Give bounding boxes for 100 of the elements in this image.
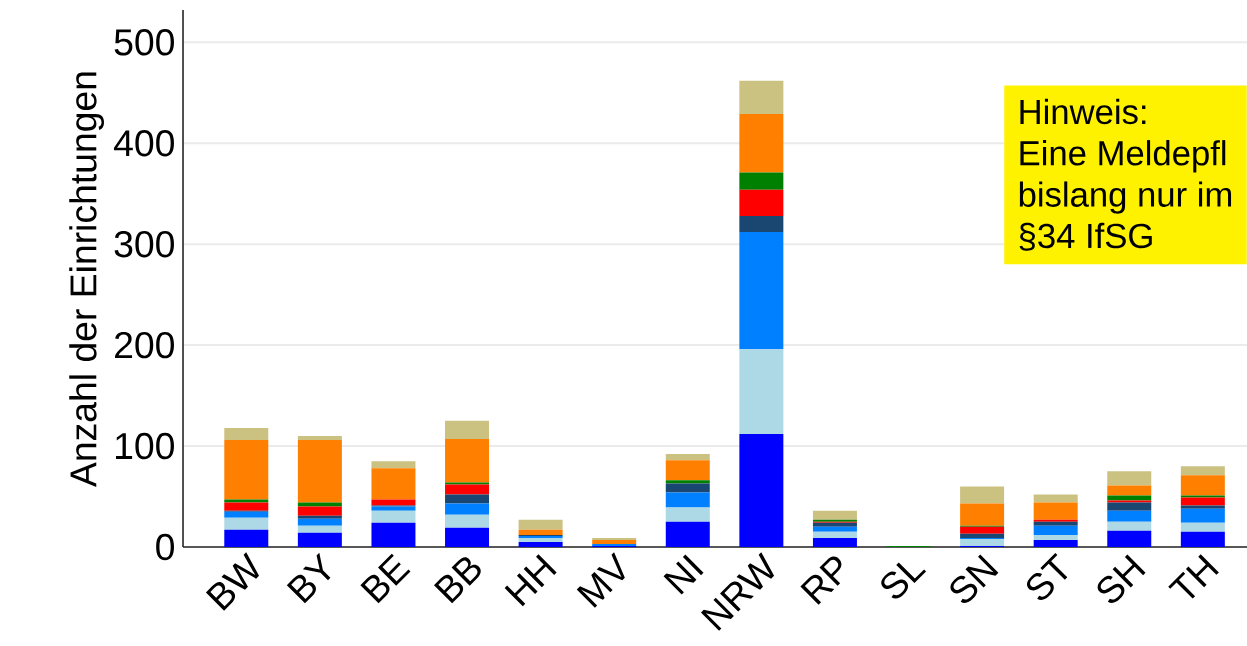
bar xyxy=(665,507,710,522)
bar xyxy=(1033,539,1078,547)
y-tick-label: 300 xyxy=(114,230,174,258)
bar xyxy=(1180,505,1225,509)
bar xyxy=(1107,502,1152,511)
bar xyxy=(665,460,710,481)
bar xyxy=(1107,471,1152,486)
x-tick-label: BY xyxy=(286,552,331,604)
bar xyxy=(739,172,784,190)
bar xyxy=(518,541,563,547)
bar xyxy=(297,502,342,507)
bar xyxy=(1033,494,1078,503)
y-axis-title: Anzahl der Einrichtungen xyxy=(69,72,104,487)
bar xyxy=(739,189,784,216)
bar xyxy=(1180,522,1225,532)
x-tick-label: BE xyxy=(360,553,411,604)
bar xyxy=(812,522,857,527)
bar xyxy=(1107,530,1152,547)
bar xyxy=(297,439,342,503)
bar xyxy=(1033,519,1078,522)
bar xyxy=(665,521,710,547)
bar xyxy=(812,531,857,538)
bar xyxy=(371,506,416,511)
bar xyxy=(1107,485,1152,496)
bar xyxy=(297,532,342,547)
bar xyxy=(960,538,1005,546)
x-tick-label: SL xyxy=(881,562,927,599)
bar xyxy=(739,113,784,173)
bar xyxy=(445,503,490,515)
bar xyxy=(1107,495,1152,501)
bar xyxy=(297,525,342,533)
bar xyxy=(371,499,416,506)
bar xyxy=(1180,495,1225,498)
bar xyxy=(960,526,1005,534)
bar xyxy=(665,454,710,461)
bar xyxy=(739,215,784,233)
bar xyxy=(445,484,490,495)
bar xyxy=(518,537,563,542)
annotation: bislang nur im xyxy=(1019,181,1232,214)
bar xyxy=(297,435,342,440)
bar xyxy=(1107,521,1152,531)
bar xyxy=(665,480,710,484)
y-tick-label: 0 xyxy=(156,533,174,561)
bar xyxy=(371,468,416,500)
bar xyxy=(1180,508,1225,523)
x-tick-label: HH xyxy=(504,554,557,607)
bar xyxy=(445,438,490,483)
y-tick-label: 400 xyxy=(114,130,174,157)
bar xyxy=(371,510,416,523)
bar xyxy=(224,529,269,547)
x-tick-label: BW xyxy=(205,552,259,611)
bar xyxy=(1033,502,1078,520)
bar xyxy=(739,232,784,350)
bar xyxy=(297,518,342,526)
bar xyxy=(1180,475,1225,496)
bar xyxy=(665,492,710,508)
annotation: Eine Meldepfl xyxy=(1020,140,1226,173)
x-tick-label: MV xyxy=(576,552,625,608)
bar xyxy=(739,349,784,434)
bar xyxy=(1107,510,1152,522)
annotation: Hinweis: xyxy=(1020,98,1146,125)
bar xyxy=(371,522,416,547)
bar xyxy=(739,80,784,114)
x-tick-label: TH xyxy=(1168,554,1219,599)
bar xyxy=(592,539,637,544)
bar xyxy=(1180,466,1225,476)
bar xyxy=(224,427,269,440)
bar xyxy=(518,529,563,535)
bar xyxy=(445,494,490,504)
bar xyxy=(518,519,563,530)
bar xyxy=(1180,531,1225,547)
bar xyxy=(224,502,269,511)
bar xyxy=(445,482,490,485)
x-tick-label: RP xyxy=(800,556,842,605)
bar xyxy=(592,537,637,540)
x-tick-label: SH xyxy=(1097,554,1146,603)
bar xyxy=(445,420,490,439)
bar xyxy=(1033,525,1078,535)
bar xyxy=(1180,497,1225,506)
bar xyxy=(812,526,857,532)
x-tick-label: SN xyxy=(950,554,999,603)
bar xyxy=(739,433,784,547)
bar xyxy=(960,486,1005,504)
bar xyxy=(960,503,1005,526)
annotation: §34 IfSG xyxy=(1019,222,1152,251)
bar xyxy=(297,506,342,516)
x-tick-label: BB xyxy=(433,557,481,604)
bar xyxy=(1033,521,1078,526)
bar xyxy=(445,527,490,547)
y-tick-label: 200 xyxy=(115,331,174,359)
bar xyxy=(1033,534,1078,540)
bar xyxy=(224,439,269,500)
bar xyxy=(224,499,269,503)
y-tick-label: 500 xyxy=(114,29,174,56)
bar xyxy=(960,533,1005,538)
bar xyxy=(812,510,857,520)
bar xyxy=(665,483,710,493)
bar xyxy=(445,514,490,528)
x-tick-label: ST xyxy=(1026,552,1068,600)
bar xyxy=(224,517,269,530)
